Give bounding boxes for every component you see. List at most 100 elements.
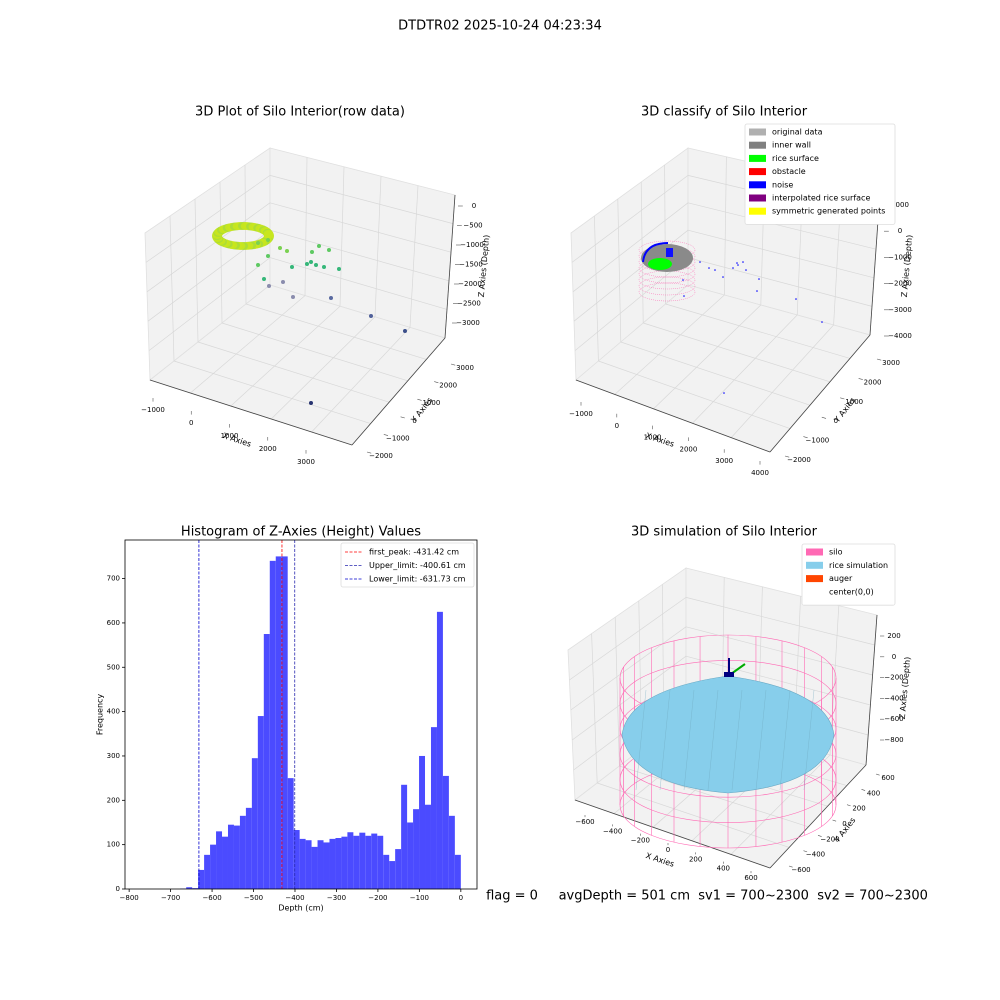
x-tick-label: −200 [631, 837, 650, 845]
legend-swatch [806, 588, 823, 596]
noise-point [714, 269, 716, 271]
axis-line [574, 799, 771, 869]
x-tick-label: −700 [161, 894, 180, 902]
pane-grid [269, 202, 452, 253]
point [327, 248, 331, 252]
legend-swatch [749, 207, 766, 215]
legend-box [744, 123, 896, 225]
legend-swatch [749, 154, 766, 162]
x-tick-label: 4000 [751, 469, 769, 477]
z-tick-label: −500 [463, 222, 482, 230]
bar [329, 838, 336, 889]
point [256, 263, 260, 267]
figure-title: DTDTR02 2025-10-24 04:23:34 [398, 19, 602, 34]
pane-grid [614, 294, 725, 395]
x-tick-label: −500 [244, 894, 263, 902]
legend-label: center(0,0) [829, 587, 874, 596]
pane-grid [145, 175, 271, 263]
x-tick-label: 0 [459, 894, 463, 902]
pane-grid [594, 215, 599, 362]
y-tick-label: 200 [852, 805, 865, 813]
legend-label: original data [772, 128, 823, 137]
bar [293, 830, 300, 889]
z-tick-label: −3000 [456, 319, 480, 327]
y-tick-label: 2000 [439, 382, 457, 390]
tick-mark [383, 434, 389, 436]
rice-surface [648, 258, 672, 270]
pane-grid [339, 166, 345, 307]
bar [401, 784, 408, 889]
legend-box [340, 542, 475, 588]
pane-grid [311, 327, 411, 433]
bar [216, 831, 223, 889]
pane-grid [724, 156, 727, 296]
x-tick-label: −400 [285, 894, 304, 902]
noise-point [821, 321, 823, 323]
footer-text: flag = 0 avgDepth = 501 cm sv1 = 700~230… [486, 889, 928, 904]
pane-grid [687, 202, 877, 250]
z-tick-label: −200 [884, 674, 903, 682]
x-tick-label: −200 [368, 894, 387, 902]
axis-line [769, 334, 871, 453]
noise-point [708, 267, 710, 269]
tick-mark [417, 398, 422, 401]
pane-grid [221, 322, 408, 382]
x-tick-label: −1000 [569, 410, 593, 418]
pane-grid [245, 303, 427, 360]
legend-box [801, 543, 896, 606]
point [281, 280, 285, 284]
x-tick-label: 400 [717, 865, 730, 873]
bar [317, 840, 324, 889]
point [290, 265, 294, 269]
bar [198, 869, 205, 889]
y-tick-label: 600 [107, 619, 120, 627]
x-tick-label: 600 [744, 874, 757, 882]
rice-mesh [659, 689, 671, 791]
point-cloud [263, 230, 274, 239]
pane-grid [619, 765, 809, 828]
bar [407, 822, 414, 889]
chart-title: 3D Plot of Silo Interior(row data) [195, 105, 405, 120]
y-tick-label: −2000 [787, 456, 811, 464]
tick-mark [821, 416, 827, 419]
pane-grid [570, 626, 687, 711]
pane-grid [685, 655, 871, 706]
bar [448, 815, 455, 889]
tick-mark [784, 455, 790, 458]
pane-grid [685, 626, 873, 676]
bar [371, 833, 378, 889]
legend-label: noise [772, 180, 793, 189]
y-tick-label: −2000 [369, 452, 393, 460]
chart-title: 3D classify of Silo Interior [641, 105, 808, 120]
z-tick-label: 1000 [891, 201, 909, 209]
pane-grid [304, 157, 308, 296]
y-tick-label: 1000 [845, 398, 863, 406]
pane-grid [148, 257, 271, 351]
point [266, 254, 270, 258]
bar [389, 861, 396, 889]
chart-title: Histogram of Z-Axies (Height) Values [181, 525, 421, 540]
z-tick-label: −1000 [888, 253, 912, 261]
legend-swatch [806, 548, 823, 556]
point [322, 265, 326, 269]
tick-mark [450, 363, 456, 366]
tick-mark [876, 358, 882, 361]
axis-line [351, 337, 446, 446]
z-tick-label: −4000 [888, 332, 912, 340]
z-tick-label: −3000 [888, 306, 912, 314]
legend-swatch [749, 141, 766, 149]
legend-label: interpolated rice surface [772, 194, 870, 203]
x-tick-label: 0 [666, 846, 670, 854]
point [291, 295, 295, 299]
z-tick-label: −2500 [457, 300, 481, 308]
tick-mark [817, 835, 822, 837]
noise-arc [642, 242, 669, 263]
x-tick-label: −600 [202, 894, 221, 902]
pane-grid [617, 198, 622, 343]
legend-label: silo [829, 548, 843, 557]
z-tick-label: −400 [884, 694, 903, 702]
bar [239, 815, 246, 889]
axis-line [575, 379, 771, 453]
point [262, 277, 266, 281]
y-tick-label: 0 [834, 417, 838, 425]
